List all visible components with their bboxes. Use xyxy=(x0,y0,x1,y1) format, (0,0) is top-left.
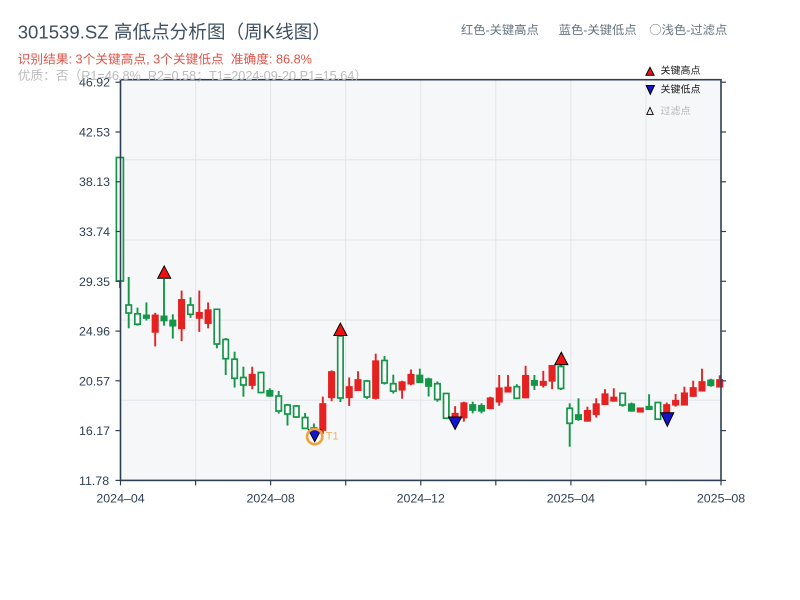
svg-text:2024–04: 2024–04 xyxy=(96,491,144,505)
svg-text:2025–08: 2025–08 xyxy=(697,491,745,505)
svg-text:-: - xyxy=(583,23,587,37)
svg-text:46.92: 46.92 xyxy=(79,76,110,90)
svg-text:29.35: 29.35 xyxy=(79,275,110,289)
svg-text:: 86.8%: : 86.8% xyxy=(269,53,312,67)
svg-text:: 3: : 3 xyxy=(69,53,83,67)
svg-text:16.17: 16.17 xyxy=(79,424,110,438)
svg-text:24.96: 24.96 xyxy=(79,325,110,339)
svg-text:2024–08: 2024–08 xyxy=(247,491,295,505)
svg-text:, 3: , 3 xyxy=(146,53,160,67)
svg-text:38.13: 38.13 xyxy=(79,175,110,189)
svg-text:2024–12: 2024–12 xyxy=(397,491,445,505)
svg-text:301539.SZ: 301539.SZ xyxy=(18,21,114,42)
svg-text:R1=46.8% R2=0.58: R1=46.8% R2=0.58 xyxy=(81,69,196,83)
svg-text:T1=2024-09-20 P1=15.64: T1=2024-09-20 P1=15.64 xyxy=(209,69,354,83)
svg-text:2025–04: 2025–04 xyxy=(547,491,595,505)
svg-text:42.53: 42.53 xyxy=(79,126,110,140)
svg-text:33.74: 33.74 xyxy=(79,225,110,239)
svg-text:-: - xyxy=(686,23,690,37)
svg-text:11.78: 11.78 xyxy=(79,474,109,488)
svg-text:20.57: 20.57 xyxy=(79,374,110,388)
svg-text:T1: T1 xyxy=(326,430,339,442)
svg-text:-: - xyxy=(486,23,490,37)
svg-text:K: K xyxy=(263,21,276,42)
